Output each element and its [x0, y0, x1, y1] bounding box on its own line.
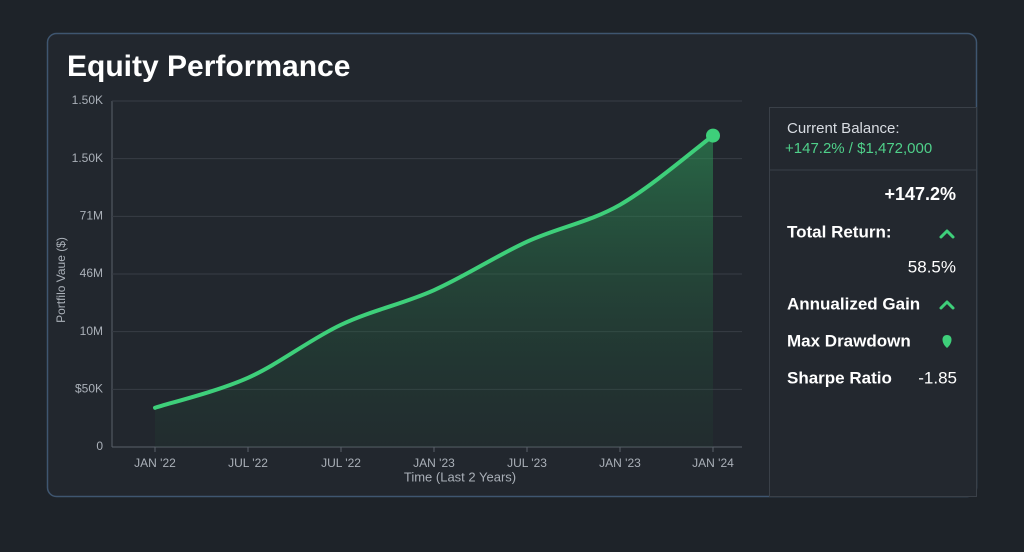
x-tick-label: JUL '22: [228, 456, 268, 470]
x-tick-label: JAN '23: [599, 456, 641, 470]
balance-value: +147.2% / $1,472,000: [785, 140, 932, 157]
up-icon: [939, 229, 955, 239]
y-tick-label: 71M: [80, 209, 103, 223]
gain-label: Annualized Gain: [787, 294, 920, 313]
return-label: Total Return:: [787, 222, 892, 241]
x-tick-label: JAN '22: [134, 456, 176, 470]
y-tick-label: 1.50K: [72, 151, 103, 165]
gain-value: 58.5%: [908, 257, 956, 276]
y-tick-label: 1.50K: [72, 93, 103, 107]
x-tick-label: JAN '24: [692, 456, 734, 470]
x-tick-label: JUL '22: [321, 456, 361, 470]
y-tick-label: 10M: [80, 324, 103, 338]
drawdown-label: Max Drawdown: [787, 331, 911, 350]
y-tick-label: $50K: [75, 382, 103, 396]
sharpe-label: Sharpe Ratio: [787, 368, 892, 387]
balance-label: Current Balance:: [787, 120, 900, 137]
plot: 0 $50K 10M 46M 71M 1.50K 1.50K JAN '22 JUL '22 JU…: [72, 93, 742, 470]
x-tick-label: JAN '23: [413, 456, 455, 470]
y-tick-label: 0: [96, 439, 103, 453]
end-marker: [706, 128, 720, 143]
up-icon: [939, 300, 955, 310]
x-axis-label: Time (Last 2 Years): [404, 469, 516, 484]
drawdown-icon: [942, 335, 952, 348]
chart-title: Equity Performance: [67, 50, 350, 83]
sharpe-value: -1.85: [918, 368, 957, 387]
x-tick-label: JUL '23: [507, 456, 547, 470]
return-value: +147.2%: [884, 184, 956, 204]
stats-panel: [769, 107, 977, 497]
y-tick-label: 46M: [80, 266, 103, 280]
line: [153, 133, 715, 410]
y-axis-label: Portfilo Vaue ($): [54, 237, 68, 323]
